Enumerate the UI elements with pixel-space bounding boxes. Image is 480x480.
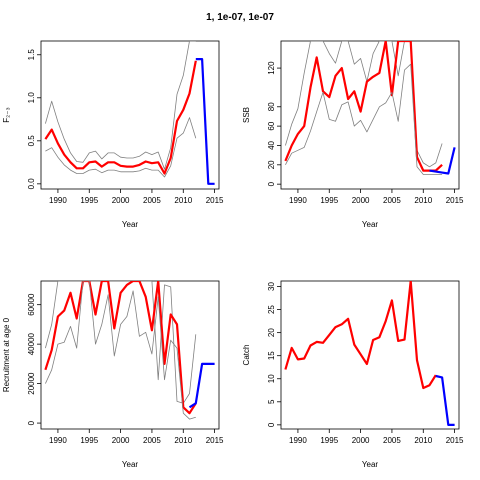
x-tick-label: 1990	[49, 196, 67, 205]
series-line-estimate	[284, 41, 443, 172]
series-line-lower	[45, 281, 196, 420]
y-tick-label: 60	[267, 121, 276, 130]
series-line-estimate	[284, 281, 437, 390]
y-tick-label: 0.0	[27, 178, 36, 190]
series-group	[284, 41, 456, 175]
x-axis-label: Year	[362, 460, 379, 469]
y-tick-label: 80	[267, 102, 276, 111]
y-tick-label: 40000	[27, 332, 36, 355]
plot-frame	[280, 40, 460, 190]
y-tick-label: 20000	[27, 372, 36, 395]
x-tick-label: 2000	[352, 436, 370, 445]
y-tick-label: 10	[267, 374, 276, 383]
series-line-projection	[188, 362, 215, 409]
y-tick-label: 60000	[27, 293, 36, 316]
x-tick-label: 2000	[112, 436, 130, 445]
y-axis-label: Catch	[242, 345, 251, 366]
y-tick-label: 25	[267, 305, 276, 314]
y-tick-label: 20	[267, 328, 276, 337]
series-group	[44, 41, 215, 185]
x-tick-label: 2005	[143, 436, 161, 445]
x-tick-label: 2010	[174, 196, 192, 205]
y-tick-label: 0	[267, 422, 276, 427]
series-group	[284, 281, 455, 426]
y-tick-label: 1.0	[27, 92, 36, 104]
y-tick-label: 20	[267, 160, 276, 169]
x-tick-label: 2005	[143, 196, 161, 205]
y-axis-label: Recruitment at age 0	[2, 317, 11, 392]
y-tick-label: 0	[27, 420, 36, 425]
y-tick-label: 30	[267, 282, 276, 291]
x-tick-label: 2005	[383, 436, 401, 445]
x-tick-label: 2015	[446, 436, 464, 445]
x-axis-label: Year	[122, 460, 139, 469]
series-line-projection	[435, 374, 455, 426]
series-line-upper	[45, 41, 196, 170]
ssb-panel: 1990 1995 2000 2005 2010 2015 0 20 40 60 80 120 Year…	[242, 40, 464, 229]
f23-panel: 1990 1995 2000 2005 2010 2015 0.0 0.5 1.0 1.5 Year…	[2, 40, 224, 229]
x-tick-label: 1990	[289, 436, 307, 445]
x-tick-label: 1995	[80, 436, 98, 445]
y-tick-label: 40	[267, 140, 276, 149]
x-tick-label: 1990	[289, 196, 307, 205]
y-tick-label: 0	[267, 181, 276, 186]
plot-frame	[280, 280, 460, 430]
x-tick-label: 2000	[352, 196, 370, 205]
x-tick-label: 2015	[206, 436, 224, 445]
recruitment-panel: 1990 1995 2000 2005 2010 2015 0 20000 40000 60000…	[2, 280, 224, 469]
x-tick-label: 2010	[174, 436, 192, 445]
figure-title: 1, 1e-07, 1e-07	[206, 12, 274, 23]
y-tick-label: 1.5	[27, 49, 36, 61]
y-tick-label: 0.5	[27, 135, 36, 147]
plot-frame	[40, 40, 220, 190]
series-line-projection	[429, 147, 456, 175]
series-line-projection	[195, 57, 215, 185]
y-axis-label: SSB	[242, 107, 251, 123]
x-tick-label: 2000	[112, 196, 130, 205]
x-axis-label: Year	[122, 220, 139, 229]
x-tick-label: 2015	[206, 196, 224, 205]
y-tick-label: 15	[267, 351, 276, 360]
series-line-estimate	[44, 281, 197, 415]
x-tick-label: 1995	[320, 196, 338, 205]
x-tick-label: 1990	[49, 436, 67, 445]
y-tick-label: 5	[267, 399, 276, 404]
x-tick-label: 1995	[320, 436, 338, 445]
catch-panel: 1990 1995 2000 2005 2010 2015 0 5 10 15 20 25 30 Year…	[242, 280, 464, 469]
x-tick-label: 2015	[446, 196, 464, 205]
x-tick-label: 2010	[414, 196, 432, 205]
x-tick-label: 2010	[414, 436, 432, 445]
x-axis-label: Year	[362, 220, 379, 229]
series-line-lower	[45, 117, 197, 178]
y-axis-label: F₂₋₃	[2, 107, 11, 122]
series-group	[44, 281, 215, 420]
x-tick-label: 1995	[80, 196, 98, 205]
series-line-lower	[285, 63, 443, 175]
y-tick-label: 120	[267, 61, 276, 75]
series-line-upper	[45, 281, 197, 404]
x-tick-label: 2005	[383, 196, 401, 205]
series-line-estimate	[44, 60, 197, 175]
